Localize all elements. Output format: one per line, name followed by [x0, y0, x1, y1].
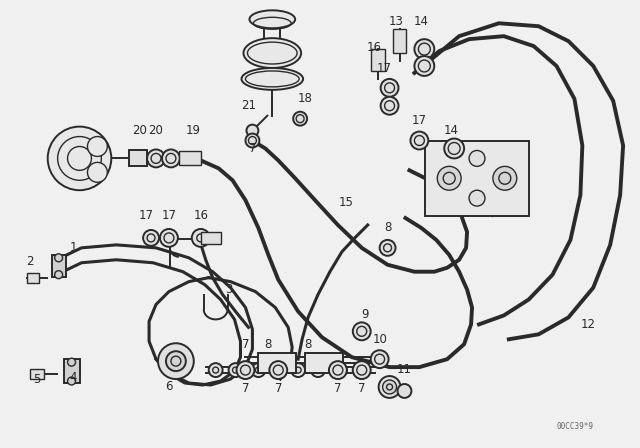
Circle shape — [469, 190, 485, 206]
Text: 19: 19 — [186, 124, 200, 137]
Circle shape — [379, 376, 401, 398]
Bar — [371, 49, 385, 71]
Text: 14: 14 — [444, 124, 459, 137]
Circle shape — [68, 358, 76, 366]
Circle shape — [397, 384, 412, 398]
Circle shape — [269, 361, 287, 379]
Bar — [179, 151, 201, 165]
Text: 4: 4 — [70, 370, 77, 383]
Circle shape — [444, 138, 464, 159]
Text: 2: 2 — [26, 255, 33, 268]
Circle shape — [158, 343, 194, 379]
Circle shape — [293, 112, 307, 125]
Circle shape — [415, 39, 435, 59]
Text: 20: 20 — [148, 124, 163, 137]
Circle shape — [160, 229, 178, 247]
Circle shape — [353, 361, 371, 379]
Circle shape — [54, 271, 63, 279]
Text: 6: 6 — [165, 380, 173, 393]
Text: 11: 11 — [397, 362, 412, 375]
Bar — [27, 273, 39, 283]
Text: 7: 7 — [249, 142, 256, 155]
Text: 20: 20 — [132, 124, 147, 137]
Text: 3: 3 — [225, 283, 232, 296]
Bar — [259, 353, 296, 373]
Circle shape — [162, 150, 180, 168]
Ellipse shape — [243, 38, 301, 68]
Bar — [392, 29, 406, 53]
Text: 17: 17 — [139, 209, 154, 222]
Circle shape — [48, 127, 111, 190]
Text: 17: 17 — [377, 62, 392, 75]
Circle shape — [415, 56, 435, 76]
Text: 10: 10 — [372, 333, 387, 346]
Bar — [201, 232, 221, 244]
Circle shape — [353, 323, 371, 340]
Text: 7: 7 — [242, 338, 249, 351]
Circle shape — [381, 97, 399, 115]
Text: 16: 16 — [367, 41, 382, 54]
Circle shape — [380, 240, 396, 256]
Text: 18: 18 — [298, 92, 312, 105]
Text: 16: 16 — [193, 209, 208, 222]
Text: 8: 8 — [384, 221, 391, 234]
Text: 9: 9 — [361, 308, 369, 321]
Bar — [63, 359, 79, 383]
Circle shape — [209, 363, 223, 377]
Bar — [52, 255, 65, 277]
Bar — [426, 141, 529, 216]
Circle shape — [88, 162, 108, 182]
Bar — [129, 151, 147, 166]
Circle shape — [192, 229, 210, 247]
Circle shape — [437, 166, 461, 190]
Circle shape — [166, 351, 186, 371]
Ellipse shape — [250, 10, 295, 28]
Circle shape — [246, 134, 259, 147]
Text: 7: 7 — [275, 383, 282, 396]
Circle shape — [54, 254, 63, 262]
Circle shape — [329, 361, 347, 379]
Circle shape — [469, 151, 485, 166]
Circle shape — [353, 363, 367, 377]
Text: 21: 21 — [241, 99, 256, 112]
Circle shape — [143, 230, 159, 246]
Text: 17: 17 — [412, 114, 427, 127]
Circle shape — [88, 137, 108, 156]
Text: 7: 7 — [334, 383, 342, 396]
Circle shape — [228, 363, 243, 377]
Text: 00CC39*9: 00CC39*9 — [556, 422, 593, 431]
Text: 7: 7 — [358, 383, 365, 396]
Text: 5: 5 — [33, 373, 40, 386]
Circle shape — [68, 377, 76, 385]
Circle shape — [381, 79, 399, 97]
Circle shape — [371, 350, 388, 368]
Text: 8: 8 — [305, 338, 312, 351]
Text: 1: 1 — [70, 241, 77, 254]
Circle shape — [410, 132, 428, 150]
Circle shape — [271, 363, 285, 377]
Circle shape — [147, 150, 165, 168]
Text: 15: 15 — [339, 196, 353, 209]
Circle shape — [246, 125, 259, 137]
Circle shape — [383, 380, 397, 394]
Circle shape — [493, 166, 516, 190]
Circle shape — [237, 361, 255, 379]
Ellipse shape — [241, 68, 303, 90]
Text: 14: 14 — [414, 15, 429, 28]
Text: 8: 8 — [264, 338, 272, 351]
Text: 7: 7 — [242, 383, 249, 396]
Circle shape — [291, 363, 305, 377]
Bar — [305, 353, 343, 373]
Circle shape — [333, 363, 347, 377]
Text: 17: 17 — [161, 209, 177, 222]
Circle shape — [311, 363, 325, 377]
Bar — [30, 369, 44, 379]
Circle shape — [252, 363, 266, 377]
Text: 13: 13 — [389, 15, 404, 28]
Text: 12: 12 — [581, 318, 596, 331]
